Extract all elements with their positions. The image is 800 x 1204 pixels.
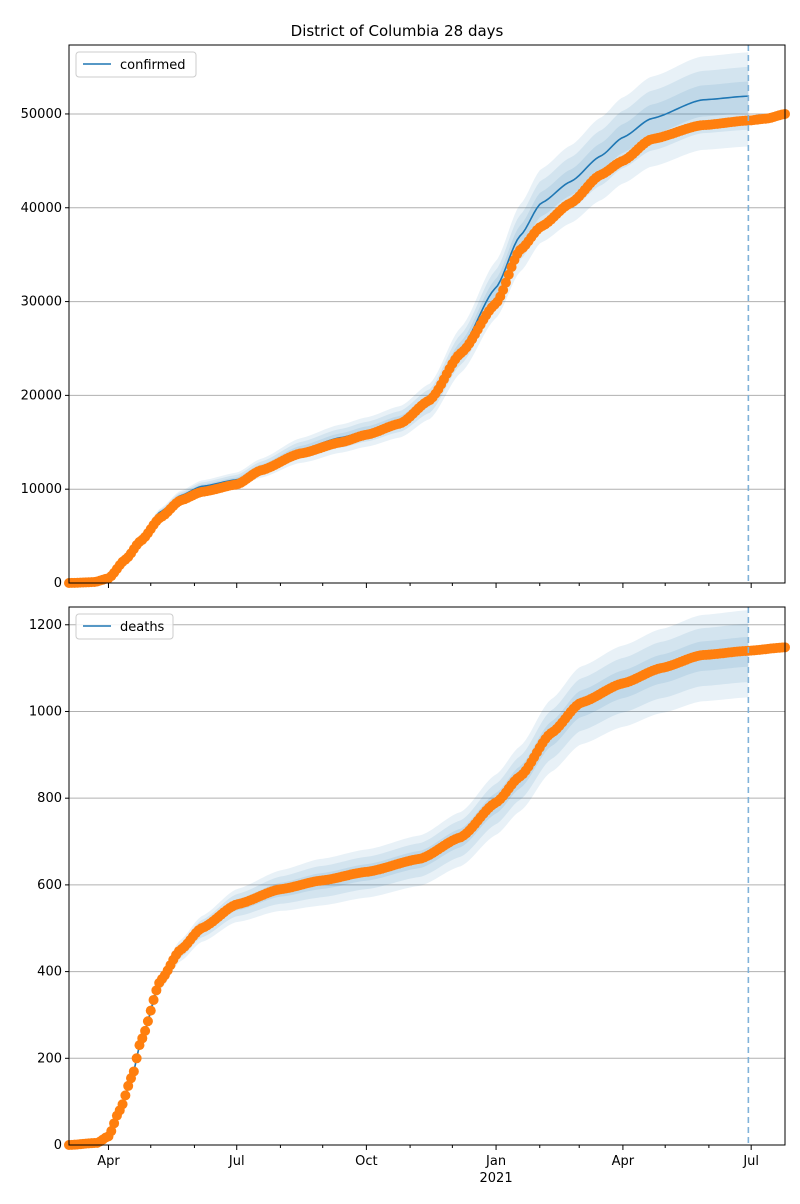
uncertainty-band: [69, 52, 749, 583]
y-tick-label: 1000: [29, 704, 62, 719]
observed-point: [120, 1090, 131, 1101]
uncertainty-band: [69, 610, 749, 1145]
legend-label: deaths: [120, 620, 165, 635]
x-tick-label: Jul: [742, 1154, 759, 1169]
panel-deaths: 0 200 400 600 800 1000 1200 Apr Jul Oct Jan Apr Jul 2…: [29, 606, 790, 1186]
y-tick-label: 1200: [29, 618, 62, 633]
chart-title: District of Columbia 28 days: [291, 22, 504, 40]
x-tick-label: Apr: [97, 1154, 120, 1169]
x-tick-label: Apr: [612, 1154, 635, 1169]
observed-point: [503, 269, 514, 280]
x-tick-label: Jan: [485, 1154, 506, 1169]
uncertainty-band: [69, 623, 749, 1145]
observed-point: [131, 1053, 142, 1064]
observed-point: [123, 1080, 134, 1091]
y-tick-label: 10000: [21, 482, 62, 497]
observed-point: [106, 1126, 117, 1137]
legend-box: [75, 613, 174, 640]
panel-confirmed: 0 10000 20000 30000 40000 50000 confirmed: [21, 44, 790, 591]
y-tick-label: 200: [37, 1051, 62, 1066]
model-line: [68, 649, 749, 1146]
legend-label: confirmed: [120, 58, 186, 73]
axes-frame: [68, 606, 786, 1146]
observed-point: [142, 1016, 153, 1027]
y-tick-label: 0: [54, 1138, 62, 1153]
y-tick-label: 20000: [21, 388, 62, 403]
observed-point: [500, 277, 511, 288]
y-tick-label: 30000: [21, 295, 62, 310]
x-tick-label: Jul: [228, 1154, 245, 1169]
observed-point: [140, 1025, 151, 1036]
observed-point: [148, 994, 159, 1005]
observed-point: [109, 1118, 120, 1129]
y-tick-label: 0: [54, 576, 62, 591]
observed-point: [117, 1099, 128, 1110]
y-tick-label: 50000: [21, 107, 62, 122]
y-tick-label: 400: [37, 965, 62, 980]
x-tick-label: Oct: [355, 1154, 377, 1169]
y-tick-label: 40000: [21, 201, 62, 216]
y-tick-label: 800: [37, 791, 62, 806]
legend-box: [75, 51, 197, 78]
x-tick-year-label: 2021: [480, 1171, 513, 1186]
axes-frame: [68, 44, 786, 584]
y-tick-label: 600: [37, 878, 62, 893]
observed-point: [128, 1066, 139, 1077]
observed-point: [145, 1005, 156, 1016]
